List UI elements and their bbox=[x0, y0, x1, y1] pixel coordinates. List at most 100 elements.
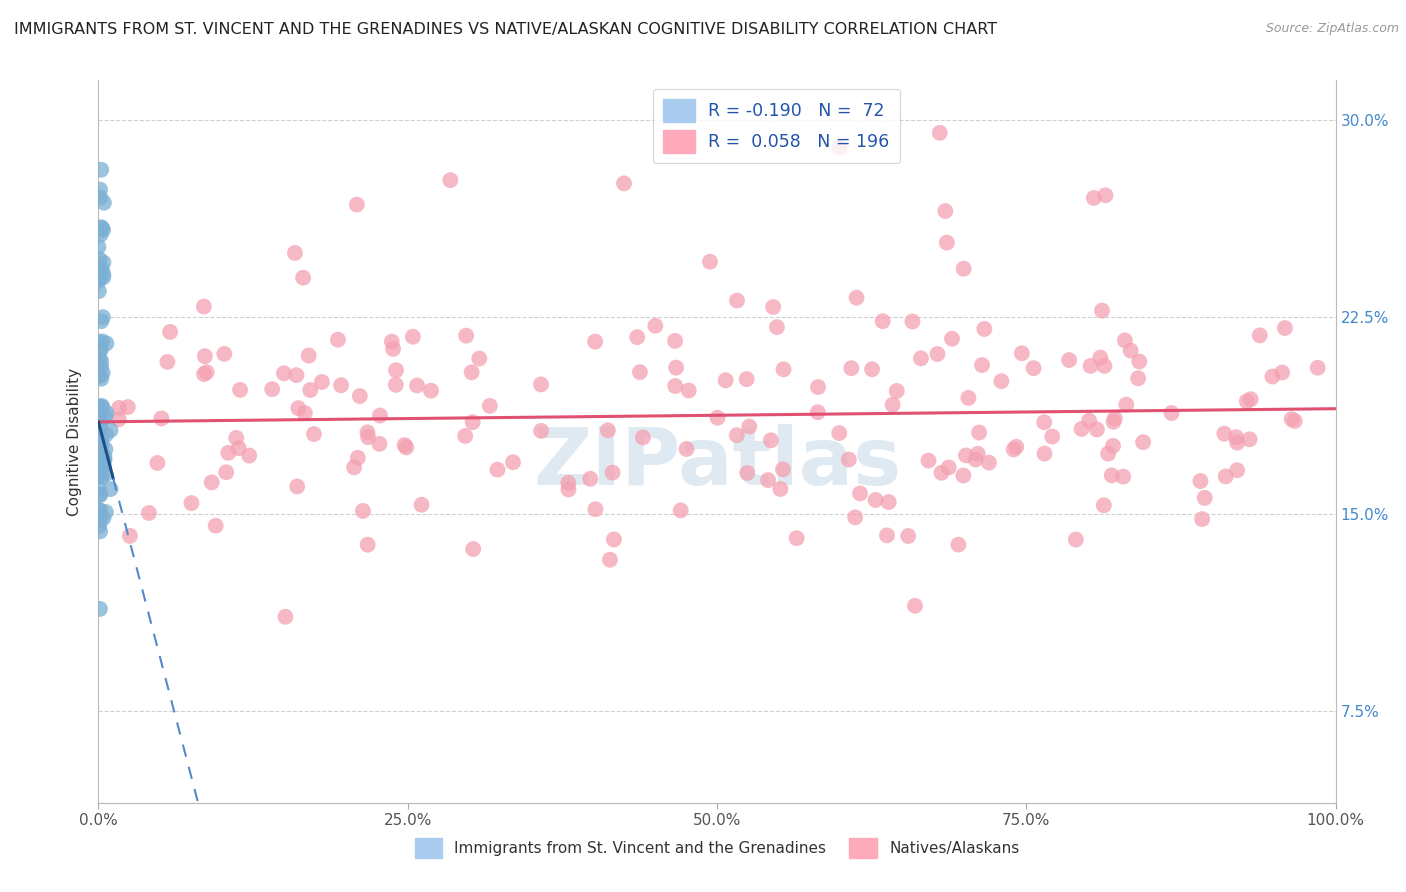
Point bbox=[439, 173, 461, 187]
Point bbox=[583, 334, 606, 349]
Point bbox=[1033, 446, 1056, 460]
Point bbox=[977, 456, 1000, 470]
Point bbox=[357, 538, 380, 552]
Point bbox=[935, 235, 957, 250]
Point bbox=[1189, 474, 1212, 488]
Point bbox=[89, 416, 111, 430]
Point bbox=[94, 409, 117, 424]
Point bbox=[759, 434, 782, 448]
Point bbox=[706, 410, 728, 425]
Point bbox=[1083, 191, 1105, 205]
Point bbox=[970, 358, 993, 372]
Point bbox=[100, 423, 122, 437]
Point bbox=[872, 314, 894, 328]
Point bbox=[1033, 415, 1056, 429]
Point bbox=[530, 377, 553, 392]
Point bbox=[90, 470, 112, 484]
Point bbox=[93, 459, 115, 474]
Point bbox=[406, 378, 429, 392]
Point bbox=[1126, 371, 1149, 385]
Point bbox=[1213, 426, 1236, 441]
Point bbox=[828, 140, 851, 154]
Point bbox=[195, 365, 218, 379]
Point bbox=[87, 481, 110, 495]
Point bbox=[352, 504, 374, 518]
Point bbox=[478, 399, 501, 413]
Point bbox=[941, 332, 963, 346]
Point bbox=[1097, 447, 1119, 461]
Point bbox=[89, 415, 111, 429]
Point bbox=[1057, 353, 1080, 368]
Point bbox=[579, 472, 602, 486]
Point bbox=[897, 529, 920, 543]
Point bbox=[557, 483, 579, 497]
Point bbox=[530, 424, 553, 438]
Point bbox=[596, 423, 619, 437]
Point bbox=[94, 442, 117, 457]
Point bbox=[877, 495, 900, 509]
Point bbox=[298, 349, 321, 363]
Point bbox=[904, 599, 927, 613]
Point bbox=[214, 347, 236, 361]
Point bbox=[502, 455, 524, 469]
Point bbox=[93, 452, 115, 467]
Point bbox=[631, 430, 654, 444]
Point bbox=[1160, 406, 1182, 420]
Point bbox=[87, 274, 110, 288]
Point bbox=[89, 503, 111, 517]
Point bbox=[194, 349, 217, 363]
Point bbox=[1064, 533, 1087, 547]
Point bbox=[385, 377, 408, 392]
Point bbox=[928, 126, 950, 140]
Point bbox=[96, 406, 118, 420]
Point bbox=[285, 368, 308, 383]
Point bbox=[150, 411, 173, 425]
Point bbox=[138, 506, 160, 520]
Point bbox=[1040, 429, 1063, 443]
Point bbox=[193, 300, 215, 314]
Point bbox=[411, 498, 433, 512]
Point bbox=[1022, 361, 1045, 376]
Point bbox=[93, 268, 115, 282]
Point bbox=[89, 183, 111, 197]
Point bbox=[90, 399, 112, 413]
Point bbox=[89, 462, 111, 476]
Point bbox=[262, 382, 284, 396]
Point bbox=[96, 336, 118, 351]
Point bbox=[772, 462, 794, 476]
Point bbox=[1284, 414, 1306, 428]
Point bbox=[938, 460, 960, 475]
Point bbox=[89, 400, 111, 414]
Point bbox=[841, 361, 863, 376]
Point bbox=[108, 401, 131, 415]
Point bbox=[1191, 512, 1213, 526]
Point bbox=[93, 453, 115, 467]
Point bbox=[886, 384, 908, 398]
Point bbox=[107, 412, 129, 426]
Point bbox=[973, 322, 995, 336]
Point bbox=[463, 542, 485, 557]
Point bbox=[330, 378, 353, 392]
Point bbox=[665, 360, 688, 375]
Point bbox=[91, 310, 114, 325]
Point bbox=[299, 383, 322, 397]
Point bbox=[602, 466, 624, 480]
Point bbox=[91, 263, 114, 277]
Point bbox=[807, 380, 830, 394]
Point bbox=[786, 531, 808, 545]
Point bbox=[1002, 442, 1025, 457]
Point bbox=[628, 365, 651, 379]
Point bbox=[94, 505, 117, 519]
Point bbox=[585, 502, 607, 516]
Point bbox=[1094, 188, 1116, 202]
Point bbox=[1090, 351, 1112, 365]
Point bbox=[87, 240, 110, 254]
Point bbox=[644, 318, 666, 333]
Point bbox=[1236, 394, 1258, 409]
Point bbox=[1092, 359, 1115, 373]
Point bbox=[1239, 433, 1261, 447]
Point bbox=[201, 475, 224, 490]
Point bbox=[204, 518, 226, 533]
Point bbox=[89, 430, 111, 444]
Point bbox=[193, 367, 215, 381]
